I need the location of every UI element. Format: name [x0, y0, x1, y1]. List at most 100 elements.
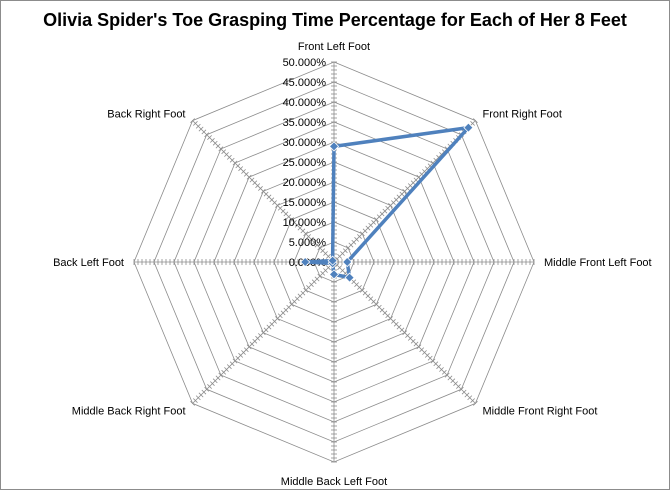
tick-mark: [246, 174, 252, 180]
tick-mark: [252, 180, 258, 186]
tick-mark: [379, 211, 385, 217]
tick-mark: [309, 237, 314, 242]
tick-mark: [320, 270, 326, 276]
tick-mark: [238, 352, 244, 358]
tick-mark: [410, 338, 416, 344]
tick-mark: [241, 350, 246, 355]
r-tick-label: 15.000%: [283, 197, 327, 209]
tick-mark: [317, 245, 323, 251]
tick-mark: [405, 186, 410, 191]
tick-mark: [255, 183, 261, 189]
category-label: Front Right Foot: [483, 109, 562, 121]
tick-mark: [241, 169, 246, 174]
tick-mark: [402, 188, 408, 194]
tick-mark: [263, 327, 269, 333]
tick-mark: [198, 126, 204, 132]
tick-mark: [221, 369, 227, 375]
tick-mark: [207, 135, 212, 140]
tick-mark: [218, 372, 224, 378]
tick-mark: [260, 188, 266, 194]
r-tick-label: 30.000%: [283, 137, 327, 149]
tick-mark: [365, 293, 371, 299]
tick-mark: [470, 121, 475, 126]
tick-mark: [385, 313, 391, 319]
tick-mark: [210, 138, 215, 143]
tick-mark: [439, 367, 444, 372]
category-label: Middle Front Right Foot: [483, 406, 598, 418]
tick-mark: [379, 307, 385, 313]
tick-mark: [266, 194, 272, 200]
tick-mark: [382, 208, 388, 214]
category-label: Back Left Foot: [53, 257, 124, 269]
tick-mark: [272, 200, 277, 205]
tick-mark: [272, 319, 277, 324]
tick-mark: [277, 205, 283, 211]
tick-mark: [215, 375, 221, 381]
data-point: [463, 122, 474, 133]
tick-mark: [320, 248, 326, 254]
tick-mark: [204, 386, 210, 392]
tick-mark: [212, 140, 218, 146]
tick-mark: [371, 299, 376, 304]
category-label: Middle Back Right Foot: [72, 406, 186, 418]
tick-mark: [357, 234, 362, 239]
data-point: [328, 269, 340, 280]
tick-mark: [407, 183, 413, 189]
tick-mark: [246, 344, 252, 350]
tick-mark: [413, 341, 419, 347]
tick-mark: [243, 347, 249, 353]
tick-mark: [193, 121, 198, 126]
tick-mark: [269, 197, 275, 203]
tick-mark: [351, 239, 357, 245]
tick-mark: [430, 358, 436, 364]
tick-mark: [294, 296, 300, 302]
tick-mark: [368, 222, 374, 228]
tick-mark: [374, 302, 379, 307]
tick-mark: [396, 194, 402, 200]
tick-mark: [467, 395, 473, 401]
tick-mark: [221, 149, 227, 155]
tick-mark: [365, 225, 371, 231]
tick-mark: [351, 279, 357, 285]
tick-mark: [232, 160, 238, 166]
tick-mark: [419, 347, 425, 353]
tick-mark: [345, 245, 351, 251]
tick-mark: [410, 180, 416, 186]
data-point: [328, 141, 340, 152]
tick-mark: [235, 355, 241, 361]
tick-mark: [314, 276, 320, 282]
tick-mark: [399, 191, 405, 197]
tick-mark: [450, 378, 456, 384]
tick-mark: [311, 239, 317, 245]
tick-mark: [422, 350, 427, 355]
tick-mark: [275, 203, 280, 208]
tick-mark: [323, 268, 328, 273]
tick-mark: [374, 217, 379, 222]
tick-mark: [258, 333, 263, 338]
tick-mark: [198, 392, 204, 398]
tick-mark: [297, 293, 303, 299]
tick-mark: [283, 211, 289, 217]
tick-mark: [238, 166, 244, 172]
tick-mark: [337, 253, 343, 259]
r-tick-label: 40.000%: [283, 97, 327, 109]
tick-mark: [368, 296, 374, 302]
tick-mark: [427, 355, 433, 361]
tick-mark: [433, 361, 439, 367]
tick-mark: [382, 310, 388, 316]
r-tick-label: 35.000%: [283, 117, 327, 129]
r-tick-label: 10.000%: [283, 217, 327, 229]
tick-mark: [362, 290, 368, 296]
category-label: Middle Front Left Foot: [544, 257, 652, 269]
tick-mark: [323, 251, 328, 256]
tick-mark: [289, 302, 294, 307]
tick-mark: [224, 367, 229, 372]
tick-mark: [348, 242, 354, 248]
tick-mark: [359, 287, 365, 293]
tick-mark: [461, 389, 467, 395]
tick-mark: [441, 369, 447, 375]
tick-mark: [325, 265, 331, 271]
tick-mark: [193, 398, 198, 403]
chart-title: Olivia Spider's Toe Grasping Time Percen…: [43, 10, 627, 30]
tick-mark: [416, 344, 422, 350]
